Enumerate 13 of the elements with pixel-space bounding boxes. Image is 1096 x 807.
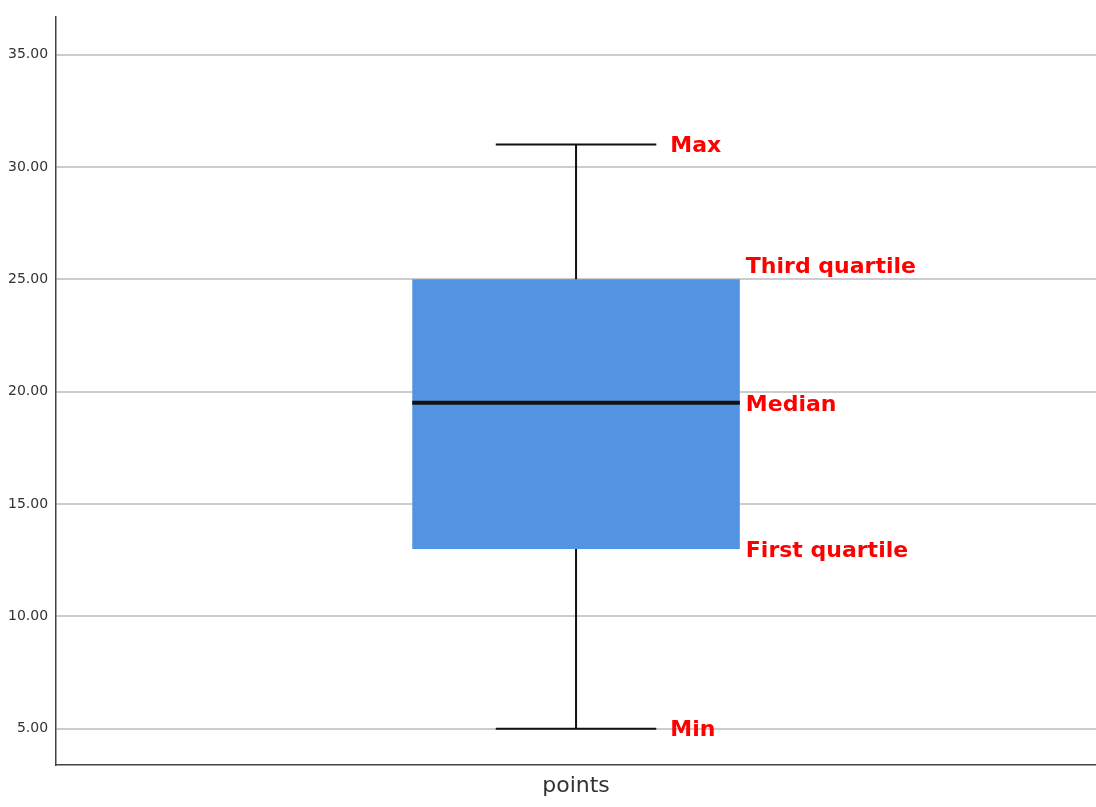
annotation: Third quartile bbox=[745, 253, 916, 278]
annotation: First quartile bbox=[745, 536, 909, 562]
y-tick-label: 30.00 bbox=[7, 157, 49, 174]
annotation: Min bbox=[670, 716, 716, 742]
annotation: Max bbox=[670, 132, 722, 158]
y-tick-label: 35.00 bbox=[7, 45, 49, 62]
y-tick-label: 20.00 bbox=[7, 382, 49, 399]
x-tick-label: points bbox=[542, 771, 610, 797]
y-tick-label: 25.00 bbox=[7, 269, 49, 286]
annotation: Median bbox=[745, 390, 837, 416]
y-tick-label: 5.00 bbox=[16, 719, 49, 736]
y-tick-label: 10.00 bbox=[7, 606, 49, 623]
y-tick-label: 15.00 bbox=[7, 494, 49, 511]
